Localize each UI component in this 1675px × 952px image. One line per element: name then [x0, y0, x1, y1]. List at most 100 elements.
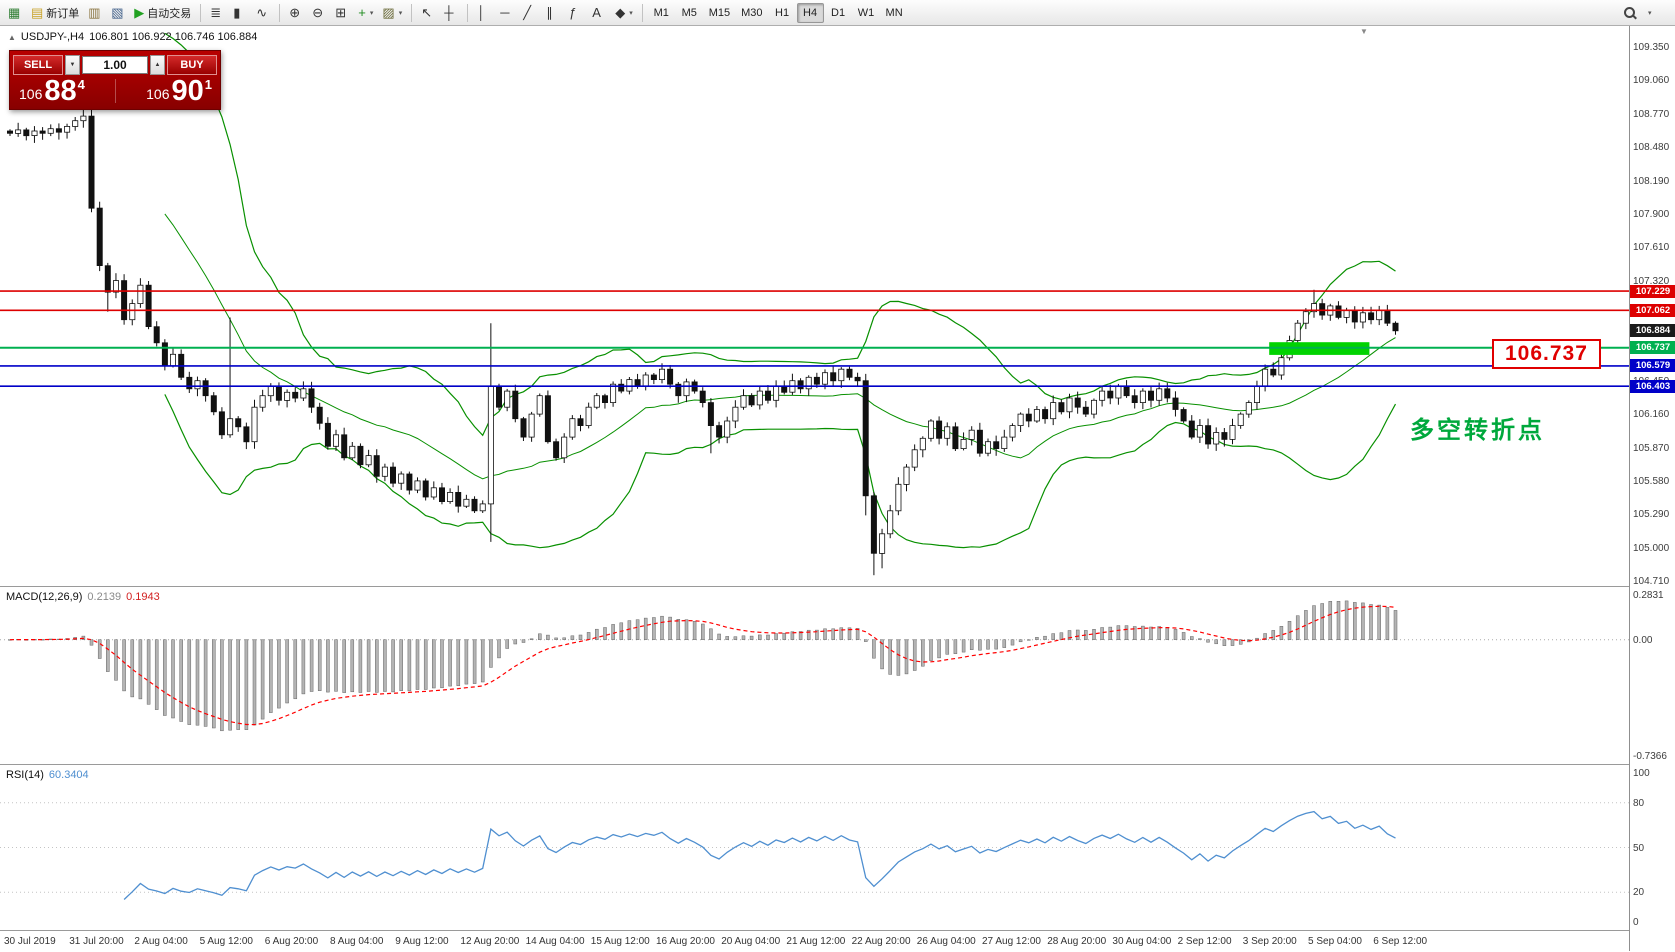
tile-windows-icon[interactable]: ⊞	[331, 2, 353, 24]
bar-chart-icon: ≣	[210, 5, 222, 20]
crosshair-icon[interactable]: ┼	[440, 2, 462, 24]
vertical-line-icon[interactable]: │	[473, 2, 495, 24]
cursor-icon[interactable]: ↖	[417, 2, 439, 24]
fibonacci-icon: ƒ	[569, 5, 577, 20]
time-axis-label: 6 Sep 12:00	[1373, 936, 1428, 947]
trendline-icon: ╱	[523, 5, 532, 20]
time-axis-label: 5 Sep 04:00	[1308, 936, 1362, 947]
toolbar-separator	[467, 3, 469, 22]
ask-integer: 106	[146, 85, 170, 102]
timeframe-d1-button[interactable]: D1	[825, 3, 852, 23]
time-axis-label: 2 Sep 12:00	[1177, 936, 1232, 947]
autotrading-button[interactable]: ▶ 自动交易	[130, 2, 195, 24]
macd-signal-value: 0.1943	[126, 591, 160, 603]
bid-price-display: 106 88 4	[19, 77, 85, 106]
toolbar-overflow-button[interactable]: ▾	[1643, 2, 1665, 24]
indicators-icon[interactable]: + ▾	[354, 2, 377, 24]
channel-icon[interactable]: ∥	[542, 2, 564, 24]
new-order-button: ▤	[31, 5, 44, 20]
price-tag: 107.229	[1630, 284, 1675, 298]
fibonacci-icon[interactable]: ƒ	[565, 2, 587, 24]
time-axis-label: 5 Aug 12:00	[199, 936, 253, 947]
tile-windows-icon: ⊞	[335, 5, 347, 20]
time-axis[interactable]: 30 Jul 2019 31 Jul 20:00 2 Aug 04:00 5 Aug …	[0, 930, 1629, 952]
ask-pips: 90	[171, 75, 204, 107]
pane-divider-macd-rsi[interactable]	[0, 764, 1675, 765]
rsi-name: RSI(14)	[6, 769, 44, 781]
time-axis-label: 28 Aug 20:00	[1047, 936, 1107, 947]
timeframe-h4-button[interactable]: H4	[796, 2, 824, 23]
time-axis-label: 8 Aug 04:00	[330, 936, 384, 947]
arrows-icon: ◆	[615, 5, 626, 20]
price-scale[interactable]: 109.350 109.060 108.770 108.480 108.190 107.9…	[1629, 26, 1675, 951]
bar-chart-icon[interactable]: ≣	[206, 2, 228, 24]
candlestick-chart-icon[interactable]: ▮	[229, 2, 251, 24]
rsi-value: 60.3404	[48, 769, 89, 781]
main-toolbar: ▦ ▤ 新订单 ▥ ▧ ▶ 自动交易 ≣ ▮ ∿ ⊕ ⊖ ⊞ + ▾ ▨ ▾ ↖ ┼ │ ─ ╱ ∥ ƒ A ◆ ▾ M1 M5 M15…	[0, 0, 1675, 26]
macd-pane[interactable]	[0, 587, 1629, 764]
timeframe-m30-button[interactable]: M30	[736, 3, 767, 23]
line-chart-icon: ∿	[256, 5, 268, 20]
autotrading-button-label: 自动交易	[147, 7, 192, 20]
time-axis-label: 15 Aug 12:00	[590, 936, 650, 947]
timeframe-m1-button[interactable]: M1	[648, 3, 675, 23]
toolbar-left: ▦ ▤ 新订单 ▥ ▧ ▶ 自动交易 ≣ ▮ ∿ ⊕ ⊖ ⊞ + ▾ ▨ ▾ ↖ ┼ │ ─ ╱ ∥ ƒ A ◆ ▾	[4, 2, 647, 24]
chart-symbol-title: ▲ USDJPY-,H4 106.801 106.922 106.746 106…	[8, 31, 257, 43]
timeframe-h1-button[interactable]: H1	[769, 3, 796, 23]
new-chart-icon[interactable]: ▦	[4, 2, 26, 24]
symbol-ohlc-values: 106.801 106.922 106.746 106.884	[89, 31, 258, 43]
time-axis-label: 22 Aug 20:00	[851, 936, 911, 947]
pane-divider-main-macd[interactable]	[0, 586, 1675, 587]
templates-icon: ▨	[382, 5, 395, 20]
rsi-indicator-label: RSI(14) 60.3404	[6, 769, 89, 781]
templates-icon[interactable]: ▨ ▾	[378, 2, 406, 24]
toolbar-separator	[200, 3, 202, 22]
macd-scale-tick: 0.00	[1633, 634, 1653, 646]
toolbar-separator	[411, 3, 413, 22]
sell-button[interactable]: SELL	[13, 55, 63, 75]
zoom-out-icon[interactable]: ⊖	[308, 2, 330, 24]
lot-decrease-button[interactable]: ▼	[65, 55, 80, 75]
turning-point-note: 多空转折点	[1410, 417, 1545, 444]
timeframe-m15-button[interactable]: M15	[704, 3, 735, 23]
lot-size-input[interactable]	[82, 56, 148, 74]
timeframe-w1-button[interactable]: W1	[853, 3, 880, 23]
line-chart-icon[interactable]: ∿	[252, 2, 274, 24]
buy-button[interactable]: BUY	[167, 55, 217, 75]
main-chart-pane[interactable]	[0, 26, 1629, 586]
arrows-icon[interactable]: ◆ ▾	[611, 2, 637, 24]
timeframe-mn-button[interactable]: MN	[881, 3, 908, 23]
new-order-button-label: 新订单	[46, 7, 80, 20]
chevron-down-icon: ▾	[398, 9, 403, 17]
vertical-line-icon: │	[477, 5, 486, 20]
lot-increase-button[interactable]: ▲	[150, 55, 165, 75]
horizontal-line-icon[interactable]: ─	[496, 2, 518, 24]
chart-collapse-icon: ▲	[8, 32, 16, 42]
price-tick: 109.060	[1633, 75, 1670, 87]
horizontal-line-icon: ─	[500, 5, 510, 20]
price-tick: 105.000	[1633, 542, 1670, 554]
price-tick: 105.580	[1633, 475, 1670, 487]
time-axis-label: 2 Aug 04:00	[134, 936, 188, 947]
new-order-button[interactable]: ▤ 新订单	[27, 2, 83, 24]
timeframe-m5-button[interactable]: M5	[676, 3, 703, 23]
time-axis-label: 30 Aug 04:00	[1112, 936, 1172, 947]
text-icon[interactable]: A	[588, 2, 610, 24]
bid-integer: 106	[19, 85, 43, 102]
time-axis-label: 12 Aug 20:00	[460, 936, 520, 947]
toolbar-separator	[641, 3, 643, 22]
ask-point: 1	[204, 76, 212, 92]
time-axis-label: 16 Aug 20:00	[656, 936, 715, 947]
trendline-icon[interactable]: ╱	[519, 2, 541, 24]
toolbar-separator	[279, 3, 281, 22]
data-window-icon: ▧	[111, 5, 124, 20]
new-chart-icon: ▦	[8, 5, 21, 20]
data-window-icon[interactable]: ▧	[107, 2, 129, 24]
price-tick: 107.320	[1633, 275, 1670, 287]
profiles-icon[interactable]: ▥	[84, 2, 106, 24]
zoom-in-icon[interactable]: ⊕	[285, 2, 307, 24]
search-button[interactable]	[1619, 2, 1641, 24]
rsi-pane[interactable]	[0, 765, 1629, 930]
price-tick: 106.160	[1633, 409, 1670, 421]
macd-scale-tick: 0.2831	[1633, 590, 1664, 601]
